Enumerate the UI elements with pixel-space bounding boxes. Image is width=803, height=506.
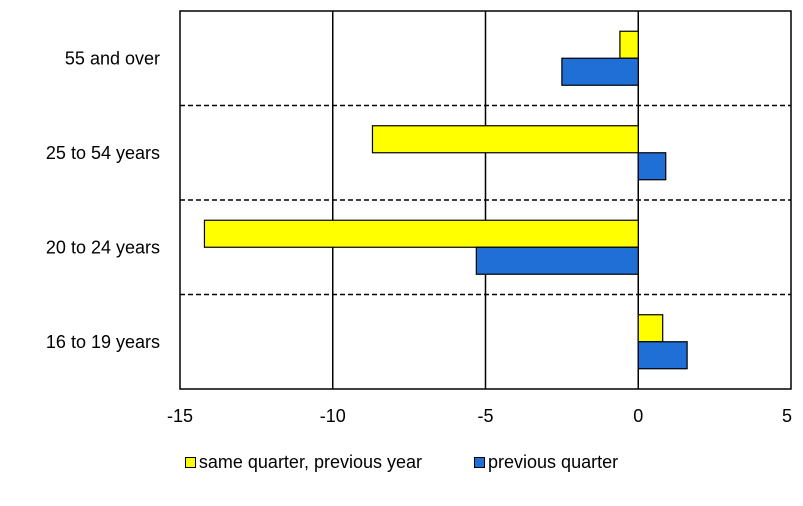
bar-previous-quarter-2 bbox=[637, 152, 667, 181]
plot-area-border bbox=[179, 10, 792, 390]
x-tick-label: -10 bbox=[320, 406, 346, 426]
category-separators bbox=[180, 104, 791, 296]
legend-swatch-yellow bbox=[184, 457, 196, 468]
category-label: 25 to 54 years bbox=[46, 143, 160, 163]
bar-previous-quarter-3 bbox=[475, 246, 639, 275]
x-tick-label: -15 bbox=[167, 406, 193, 426]
bar-same-quarter-2 bbox=[371, 125, 639, 154]
x-tick-label: 5 bbox=[782, 406, 792, 426]
category-labels: 55 and over 25 to 54 years 20 to 24 years 1… bbox=[46, 48, 160, 352]
bar-same-quarter-4 bbox=[637, 314, 664, 343]
x-tick-label: -5 bbox=[477, 406, 493, 426]
legend-label-same-quarter: same quarter, previous year bbox=[198, 452, 423, 472]
legend-swatch-blue bbox=[474, 457, 486, 468]
category-label: 16 to 19 years bbox=[46, 332, 160, 352]
legend-item-previous-quarter: previous quarter bbox=[474, 452, 618, 473]
x-tick-label: 0 bbox=[633, 406, 643, 426]
bar-previous-quarter-4 bbox=[637, 341, 688, 370]
bars bbox=[203, 30, 688, 370]
legend-label-previous-quarter: previous quarter bbox=[488, 452, 619, 472]
category-label: 20 to 24 years bbox=[46, 237, 160, 257]
legend: same quarter, previous year previous qua… bbox=[0, 452, 803, 473]
category-label: 55 and over bbox=[65, 48, 160, 68]
x-axis-tick-labels: -15 -10 -5 0 5 bbox=[167, 406, 792, 426]
legend-item-same-quarter: same quarter, previous year bbox=[184, 452, 423, 473]
bar-same-quarter-1 bbox=[619, 30, 639, 59]
bar-same-quarter-3 bbox=[203, 219, 639, 248]
bar-previous-quarter-1 bbox=[561, 57, 639, 86]
